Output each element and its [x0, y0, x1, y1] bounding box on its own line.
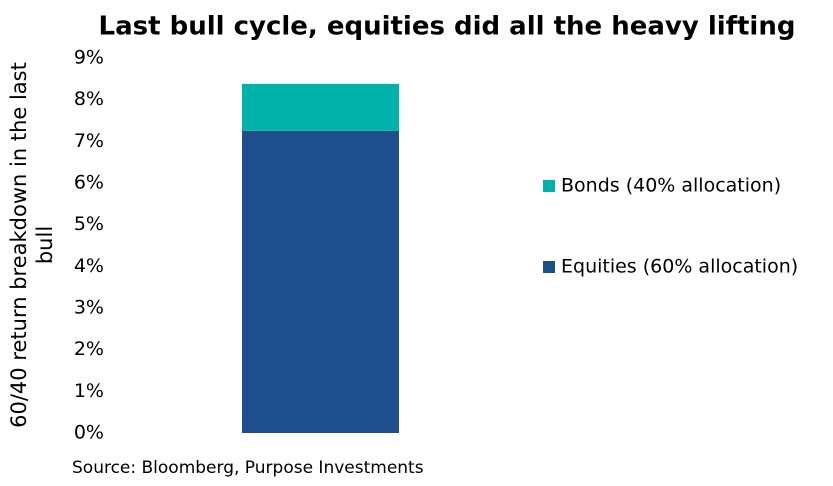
y-tick-label: 0%: [74, 422, 104, 444]
y-tick-label: 5%: [74, 213, 104, 235]
y-tick-label: 3%: [74, 297, 104, 319]
legend-label: Bonds (40% allocation): [561, 175, 781, 197]
legend-swatch: [543, 261, 555, 273]
y-tick-label: 2%: [74, 338, 104, 360]
bar-segment: [242, 83, 399, 131]
y-tick-label: 1%: [74, 380, 104, 402]
y-tick-label: 4%: [74, 255, 104, 277]
y-tick-label: 7%: [74, 130, 104, 152]
y-tick-label: 6%: [74, 172, 104, 194]
legend-swatch: [543, 180, 555, 192]
source-note: Source: Bloomberg, Purpose Investments: [72, 458, 424, 478]
bar-segment: [242, 130, 399, 433]
chart-title: Last bull cycle, equities did all the he…: [99, 12, 796, 42]
y-axis-label: 60/40 return breakdown in the last bull: [7, 62, 57, 428]
y-tick-label: 8%: [74, 88, 104, 110]
legend-label: Equities (60% allocation): [561, 256, 798, 278]
y-tick-label: 9%: [74, 47, 104, 69]
